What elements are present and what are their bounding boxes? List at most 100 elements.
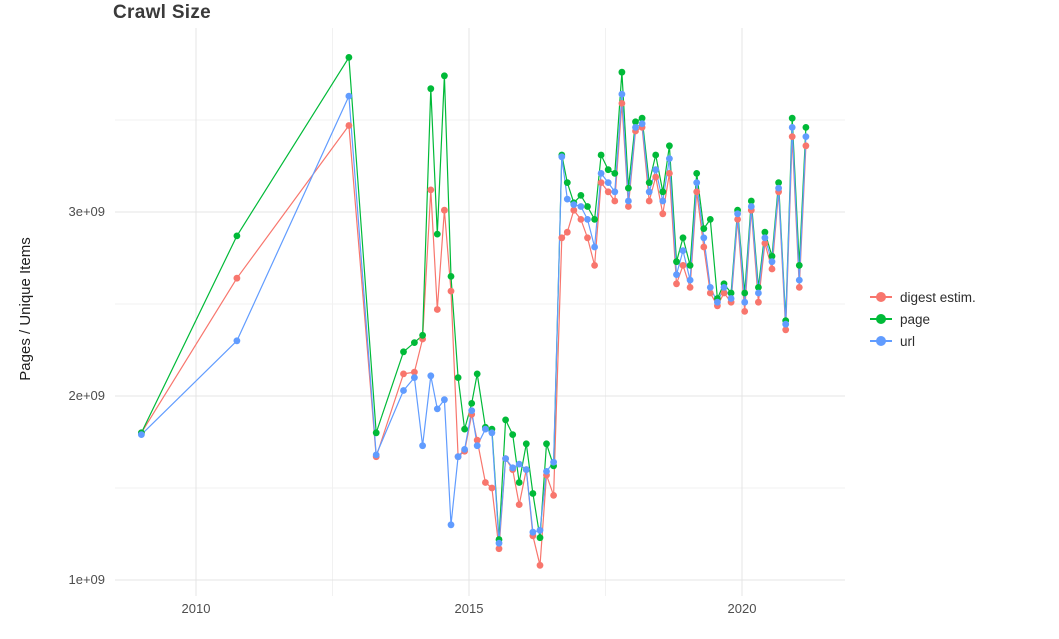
series-point-page [802,124,810,131]
series-point-page [577,192,585,199]
series-point-url [550,458,557,466]
series-point-page [461,425,468,433]
series-point-digest-estim- [659,210,667,218]
series-point-url [673,271,680,278]
series-point-url [618,90,626,98]
series-point-page [468,400,476,407]
series-point-page [563,179,571,187]
y-tick-label: 3e+09 [68,204,105,219]
series-point-digest-estim- [761,239,769,247]
legend: digest estim. page url [870,286,976,352]
series-point-digest-estim- [473,436,481,444]
series-point-page [591,216,598,223]
series-point-url [706,284,714,291]
series-point-url [611,188,619,196]
series-point-digest-estim- [577,216,585,223]
series-point-url [522,466,530,473]
series-point-page [666,142,673,150]
series-point-page [345,54,353,61]
series-point-digest-estim- [597,179,605,187]
series-point-page [515,479,523,486]
series-point-page [673,258,680,266]
series-point-page [509,431,517,438]
series-point-url [659,197,667,205]
series-point-page [652,151,660,159]
series-point-url [454,453,462,461]
series-point-page [502,416,509,424]
series-point-url [775,184,782,192]
series-point-digest-estim- [427,186,435,194]
series-point-url [427,372,435,380]
series-point-url [536,526,544,534]
series-point-digest-estim- [795,284,803,291]
series-point-url [400,387,407,394]
series-point-url [515,460,523,468]
series-point-digest-estim- [482,479,489,486]
series-point-url [747,203,755,210]
series-point-digest-estim- [495,545,503,553]
series-point-digest-estim- [768,265,776,273]
series-point-page [543,440,550,448]
series-point-page [625,184,632,192]
series-line-page [140,56,807,541]
series-point-digest-estim- [570,206,578,214]
series-point-page [788,114,796,122]
series-point-digest-estim- [488,484,496,492]
series-point-digest-estim- [536,561,544,569]
series-point-digest-estim- [802,142,810,150]
series-point-page [618,68,626,76]
series-point-page [611,170,619,177]
series-point-page [795,262,803,269]
series-point-url [632,124,639,131]
series-point-url [577,203,585,210]
series-line-url [140,93,807,544]
series-point-page [727,289,735,297]
series-point-page [761,228,769,236]
series-point-digest-estim- [400,370,407,378]
series-point-url [570,201,578,209]
series-point-page [768,252,776,260]
legend-key-digest-estim-icon [870,290,892,304]
series-point-digest-estim- [447,287,455,295]
series-point-url [372,451,380,459]
series-point-page [755,284,762,291]
y-tick-label: 2e+09 [68,388,105,403]
series-point-url [345,92,353,100]
series-point-url [543,468,550,475]
series-point-digest-estim- [706,289,714,297]
series-point-url [233,337,241,345]
series-point-url [495,539,503,547]
series-point-url [645,188,653,196]
series-point-page [632,118,639,126]
series-point-url [666,155,673,163]
series-point-page [747,197,755,205]
series-point-page [645,179,653,187]
series-point-digest-estim- [563,228,571,236]
series-point-page [741,289,749,297]
series-point-url [502,455,509,462]
series-point-url [727,295,735,302]
series-point-page [604,166,612,174]
series-point-url [693,179,701,187]
series-point-url [700,234,708,242]
series-point-url [461,446,468,453]
series-point-digest-estim- [686,284,694,291]
legend-label-digest-estim: digest estim. [900,289,976,305]
series-point-url [529,528,537,536]
series-point-url [584,216,591,223]
series-point-url [679,247,687,255]
x-tick-label: 2020 [727,601,757,616]
series-point-digest-estim- [441,206,448,214]
legend-label-page: page [900,311,931,327]
series-point-digest-estim- [652,173,660,181]
series-point-url [768,258,776,266]
x-tick-label: 2010 [181,601,211,616]
series-point-digest-estim- [741,308,749,315]
x-tick-label: 2015 [454,601,484,616]
series-point-digest-estim- [693,188,701,196]
series-point-page [522,440,530,448]
series-point-page [659,188,667,196]
series-point-url [604,179,612,187]
series-point-digest-estim- [673,280,680,288]
